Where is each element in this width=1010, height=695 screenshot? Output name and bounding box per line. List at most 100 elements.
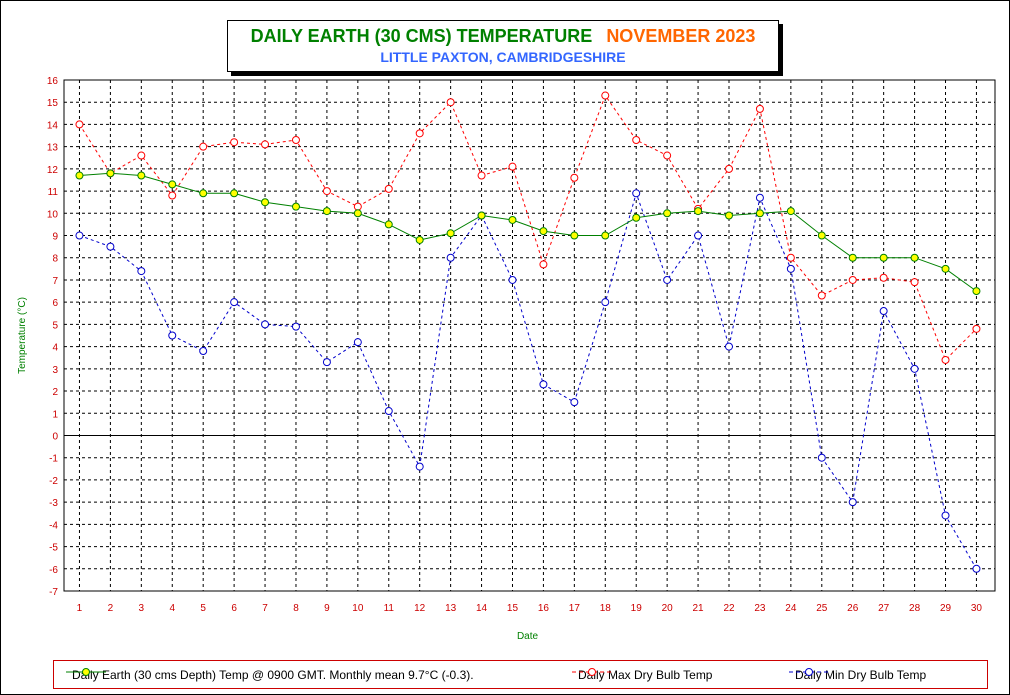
point-earth — [168, 180, 177, 189]
point-earth — [879, 253, 888, 262]
point-min — [446, 253, 455, 262]
point-max — [879, 273, 888, 282]
y-tick-label: 13 — [47, 143, 59, 154]
series-line-max — [79, 94, 977, 361]
point-earth — [601, 231, 610, 240]
point-max — [817, 291, 826, 300]
point-min — [632, 189, 641, 198]
x-tick-label: 6 — [231, 603, 237, 614]
point-earth — [106, 169, 115, 178]
point-max — [75, 120, 84, 129]
x-tick-label: 14 — [476, 603, 488, 614]
point-min — [848, 498, 857, 507]
point-earth — [848, 253, 857, 262]
point-min — [137, 267, 146, 276]
y-tick-label: 16 — [47, 76, 59, 87]
x-tick-label: 16 — [538, 603, 550, 614]
x-tick-label: 18 — [600, 603, 612, 614]
point-max — [786, 253, 795, 262]
point-max — [322, 187, 331, 196]
point-min — [75, 231, 84, 240]
x-tick-label: 20 — [662, 603, 674, 614]
chart-subtitle: LITTLE PAXTON, CAMBRIDGESHIRE — [380, 49, 626, 65]
point-max — [230, 138, 239, 147]
legend-earth-symbol — [66, 668, 106, 676]
y-tick-label: 6 — [52, 298, 58, 309]
point-max — [446, 98, 455, 107]
point-max — [539, 260, 548, 269]
point-max — [725, 164, 733, 173]
point-earth — [910, 253, 919, 262]
point-max — [755, 104, 764, 113]
y-tick-label: 5 — [52, 320, 58, 331]
point-max — [601, 91, 610, 100]
y-tick-label: -4 — [49, 520, 58, 531]
legend-item-earth: Daily Earth (30 cms Depth) Temp @ 0900 G… — [66, 667, 474, 682]
y-tick-label: -7 — [49, 587, 58, 598]
point-min — [601, 298, 610, 307]
x-tick-label: 27 — [878, 603, 890, 614]
point-max — [415, 129, 424, 138]
point-earth — [694, 207, 703, 216]
point-min — [755, 193, 764, 202]
x-tick-label: 29 — [940, 603, 952, 614]
point-min — [879, 307, 888, 316]
y-tick-label: 10 — [47, 209, 59, 220]
point-min — [106, 242, 115, 251]
point-min — [817, 453, 826, 462]
point-min — [261, 320, 270, 329]
x-tick-label: 21 — [693, 603, 705, 614]
point-min — [199, 347, 208, 356]
point-min — [539, 380, 548, 389]
legend: Daily Earth (30 cms Depth) Temp @ 0900 G… — [53, 660, 988, 689]
point-max — [384, 184, 393, 193]
x-tick-label: 23 — [754, 603, 766, 614]
y-tick-label: 7 — [52, 276, 58, 287]
legend-item-max: Daily Max Dry Bulb Temp — [572, 667, 712, 682]
title-line: DAILY EARTH (30 CMS) TEMPERATURE NOVEMBER… — [228, 26, 778, 47]
title-box: DAILY EARTH (30 CMS) TEMPERATURE NOVEMBER… — [227, 20, 779, 72]
point-earth — [384, 220, 393, 229]
point-min — [230, 298, 239, 307]
y-tick-label: 9 — [52, 232, 58, 243]
x-tick-label: 12 — [414, 603, 426, 614]
y-tick-label: 14 — [47, 120, 59, 131]
point-min — [725, 342, 733, 351]
point-earth — [322, 207, 331, 216]
point-earth — [230, 189, 239, 198]
series-line-earth — [79, 172, 977, 292]
point-max — [199, 142, 208, 151]
point-max — [848, 275, 857, 284]
point-max — [261, 140, 270, 149]
point-earth — [353, 209, 362, 218]
x-tick-label: 22 — [723, 603, 735, 614]
point-max — [632, 135, 641, 144]
x-tick-label: 7 — [262, 603, 268, 614]
point-min — [972, 564, 981, 573]
x-tick-label: 25 — [816, 603, 828, 614]
point-max — [168, 191, 177, 200]
point-min — [384, 407, 393, 416]
y-tick-label: -3 — [49, 498, 58, 509]
point-min — [415, 462, 424, 471]
point-earth — [941, 264, 950, 273]
point-earth — [75, 171, 84, 180]
point-min — [941, 511, 950, 520]
point-earth — [477, 211, 486, 220]
point-min — [694, 231, 703, 240]
point-min — [168, 331, 177, 340]
legend-item-min: Daily Min Dry Bulb Temp — [789, 667, 926, 682]
legend-earth-label: Daily Earth (30 cms Depth) Temp @ 0900 G… — [72, 667, 474, 682]
x-tick-label: 10 — [352, 603, 364, 614]
x-tick-label: 24 — [785, 603, 797, 614]
y-tick-label: 4 — [52, 343, 58, 354]
y-tick-label: 2 — [52, 387, 58, 398]
point-max — [137, 151, 146, 160]
x-tick-label: 28 — [909, 603, 921, 614]
legend-max-symbol — [572, 668, 612, 676]
point-earth — [570, 231, 579, 240]
legend-max-label: Daily Max Dry Bulb Temp — [578, 667, 713, 682]
y-tick-label: 11 — [48, 187, 59, 198]
y-tick-label: -5 — [49, 543, 58, 554]
